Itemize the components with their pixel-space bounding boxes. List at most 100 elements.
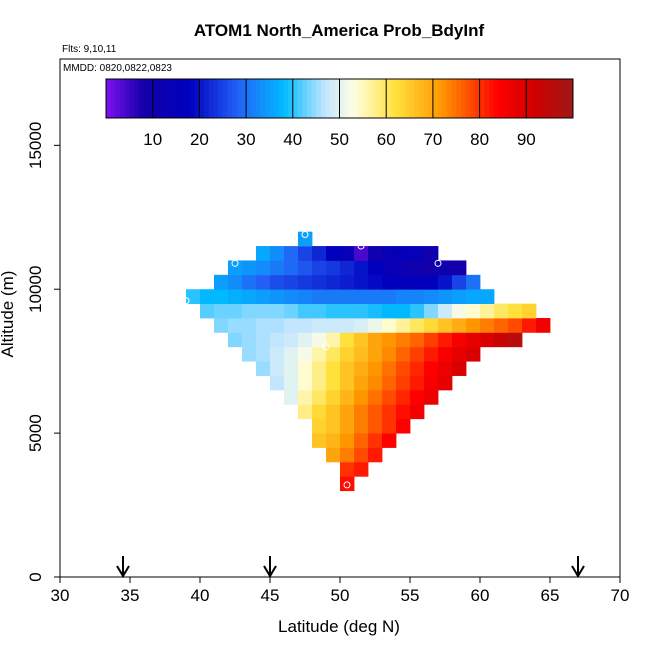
heatmap-cell xyxy=(354,260,369,276)
colorbar-segment xyxy=(194,79,200,118)
colorbar-segment xyxy=(246,79,252,118)
colorbar-segment xyxy=(250,79,256,118)
heatmap-cell xyxy=(326,246,341,261)
heatmap-cell xyxy=(452,318,467,333)
heatmap-cell xyxy=(452,303,467,319)
colorbar-segment xyxy=(428,79,434,118)
x-tick-label: 65 xyxy=(541,586,560,605)
heatmap-cell xyxy=(354,404,369,420)
heatmap-cell xyxy=(424,260,439,276)
colorbar-segment xyxy=(353,79,359,118)
heatmap-cell xyxy=(438,361,453,376)
colorbar-segment xyxy=(460,79,467,118)
heatmap-cell xyxy=(354,274,369,290)
colorbar-segment xyxy=(521,79,527,118)
heatmap-cell xyxy=(340,404,355,420)
sample-marker xyxy=(182,297,190,305)
heatmap-cell xyxy=(312,346,327,362)
colorbar-segment xyxy=(274,79,280,118)
heatmap-cell xyxy=(228,274,243,290)
colorbar-segment xyxy=(325,79,331,118)
colorbar-segment xyxy=(138,79,144,118)
heatmap-cell xyxy=(354,461,369,477)
colorbar-segment xyxy=(292,79,298,118)
colorbar-segment xyxy=(143,79,149,118)
heatmap-cell xyxy=(284,318,299,333)
colorbar-segment xyxy=(344,79,350,118)
heatmap-cell xyxy=(340,303,355,319)
heatmap-cell xyxy=(214,289,229,305)
heatmap-cell xyxy=(424,274,439,290)
colorbar-segment xyxy=(479,79,485,118)
heatmap-cell xyxy=(340,318,355,333)
heatmap-cell xyxy=(284,346,299,362)
heatmap-cell xyxy=(480,289,495,305)
heatmap-cell xyxy=(410,361,425,376)
heatmap-cell xyxy=(340,389,355,405)
heatmap-cell xyxy=(452,346,467,362)
colorbar-segment xyxy=(507,79,513,118)
heatmap-cell xyxy=(382,260,397,276)
colorbar-segment xyxy=(554,79,560,118)
heatmap-cell xyxy=(466,274,481,290)
heatmap-cell xyxy=(494,318,509,333)
heatmap-cell xyxy=(312,389,327,405)
heatmap-cell xyxy=(242,303,257,319)
heatmap-cell xyxy=(312,260,327,276)
colorbar-segment xyxy=(129,79,135,118)
colorbar-segment xyxy=(190,79,196,118)
heatmap-cell xyxy=(270,274,285,290)
heatmap-cell xyxy=(298,346,313,362)
colorbar-segment xyxy=(558,79,565,118)
heatmap-cell xyxy=(410,332,425,348)
heatmap-cell xyxy=(340,246,355,261)
colorbar-segment xyxy=(302,79,308,118)
heatmap-cell xyxy=(340,332,355,348)
heatmap-cell xyxy=(326,361,341,376)
heatmap-cell xyxy=(452,260,467,276)
heatmap-cell xyxy=(312,332,327,348)
heatmap-cell xyxy=(270,346,285,362)
heatmap-cell xyxy=(396,260,411,276)
heatmap-cell xyxy=(410,318,425,333)
colorbar-segment xyxy=(320,79,326,118)
chart-title: ATOM1 North_America Prob_BdyInf xyxy=(194,21,485,40)
colorbar-segment xyxy=(180,79,186,118)
x-tick-label: 30 xyxy=(51,586,70,605)
colorbar-segment xyxy=(381,79,387,118)
heatmap-cell xyxy=(340,346,355,362)
colorbar-segment xyxy=(269,79,275,118)
colorbar-segment xyxy=(498,79,504,118)
colorbar-segment xyxy=(171,79,177,118)
heatmap-cell xyxy=(396,375,411,391)
heatmap-cell xyxy=(284,303,299,319)
heatmap-cell xyxy=(354,389,369,405)
heatmap-cell xyxy=(354,433,369,448)
heatmap-cell xyxy=(242,289,257,305)
sample-markers xyxy=(182,231,533,489)
heatmap-cell xyxy=(256,318,271,333)
heatmap-cell xyxy=(354,361,369,376)
y-axis-label: Altitude (m) xyxy=(0,271,17,358)
heatmap-cell xyxy=(368,318,383,333)
heatmap-cell xyxy=(340,361,355,376)
colorbar-segment xyxy=(442,79,448,118)
heatmap-cell xyxy=(508,303,523,319)
heatmap-cell xyxy=(242,274,257,290)
heatmap-cell xyxy=(424,289,439,305)
colorbar-segment xyxy=(549,79,555,118)
heatmap-cells xyxy=(186,231,551,492)
heatmap-cell xyxy=(214,274,229,290)
heatmap-cell xyxy=(396,404,411,420)
heatmap-cell xyxy=(228,260,243,276)
heatmap-cell xyxy=(466,346,481,362)
heatmap-cell xyxy=(340,274,355,290)
heatmap-cell xyxy=(326,289,341,305)
heatmap-cell xyxy=(368,274,383,290)
heatmap-cell xyxy=(298,246,313,261)
flights-annotation: Flts: 9,10,11 xyxy=(62,44,117,55)
colorbar-segment xyxy=(241,79,247,118)
heatmap-cell xyxy=(438,318,453,333)
heatmap-cell xyxy=(452,361,467,376)
colorbar-segment xyxy=(334,79,340,118)
